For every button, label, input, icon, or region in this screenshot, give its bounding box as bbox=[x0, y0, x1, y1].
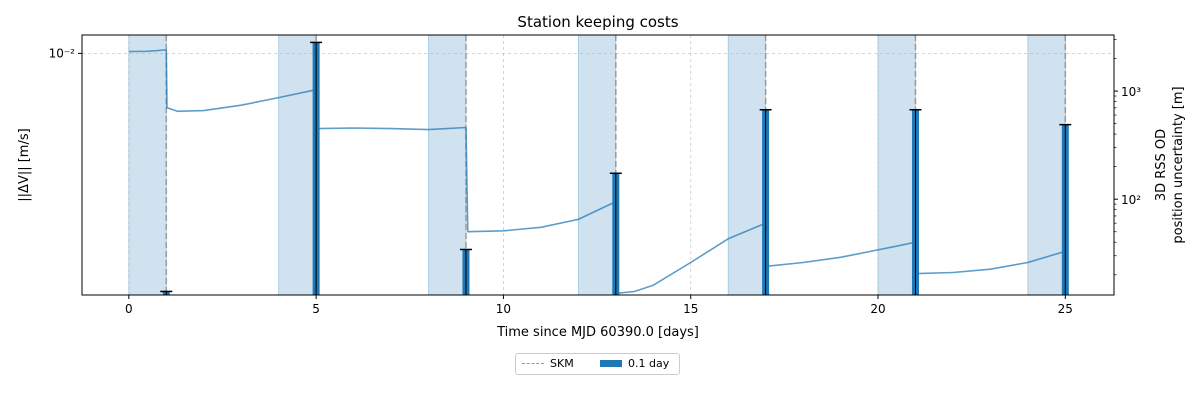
od-window-1 bbox=[278, 34, 317, 296]
legend-skm-label: SKM bbox=[550, 357, 574, 370]
od-window-2 bbox=[428, 34, 467, 296]
uncertainty-segment-3 bbox=[465, 127, 617, 233]
od-window-0 bbox=[128, 34, 167, 296]
legend-item-skm: SKM bbox=[522, 357, 574, 370]
x-tick-label-0: 0 bbox=[125, 302, 133, 316]
legend-item-bars: 0.1 day bbox=[600, 357, 669, 370]
od-window-4 bbox=[727, 34, 767, 296]
legend-bars-swatch bbox=[600, 360, 622, 367]
y2-tick-label-1: 10³ bbox=[1121, 85, 1141, 99]
legend-skm-swatch bbox=[522, 363, 544, 364]
od-window-6 bbox=[1027, 34, 1066, 296]
x-tick-label-5: 25 bbox=[1058, 302, 1073, 316]
x-tick-label-2: 10 bbox=[496, 302, 511, 316]
legend: SKM 0.1 day bbox=[515, 353, 680, 375]
uncertainty-segment-1 bbox=[165, 49, 317, 113]
chart-title: Station keeping costs bbox=[517, 13, 678, 31]
y2-axis-label-line1: 3D RSS OD bbox=[1154, 129, 1169, 201]
legend-bars-label: 0.1 day bbox=[628, 357, 670, 370]
y-tick-label-0: 10⁻² bbox=[49, 46, 76, 60]
x-axis-label: Time since MJD 60390.0 [days] bbox=[496, 325, 699, 340]
uncertainty-segment-0 bbox=[128, 49, 167, 53]
y2-tick-label-0: 10² bbox=[1121, 193, 1141, 207]
y2-axis-label-line2: position uncertainty [m] bbox=[1171, 86, 1186, 243]
x-tick-label-1: 5 bbox=[312, 302, 320, 316]
delta-v-bars bbox=[160, 41, 1072, 296]
od-windows bbox=[128, 34, 1066, 296]
x-tick-label-3: 15 bbox=[683, 302, 698, 316]
x-tick-label-4: 20 bbox=[870, 302, 885, 316]
axes: 0 5 10 15 20 25 10⁻² 10² 10³ bbox=[49, 39, 1141, 316]
plot-frame bbox=[81, 34, 1115, 296]
od-window-3 bbox=[577, 34, 617, 296]
y-axis-label: ||ΔV|| [m/s] bbox=[17, 128, 32, 201]
od-window-5 bbox=[877, 34, 916, 296]
